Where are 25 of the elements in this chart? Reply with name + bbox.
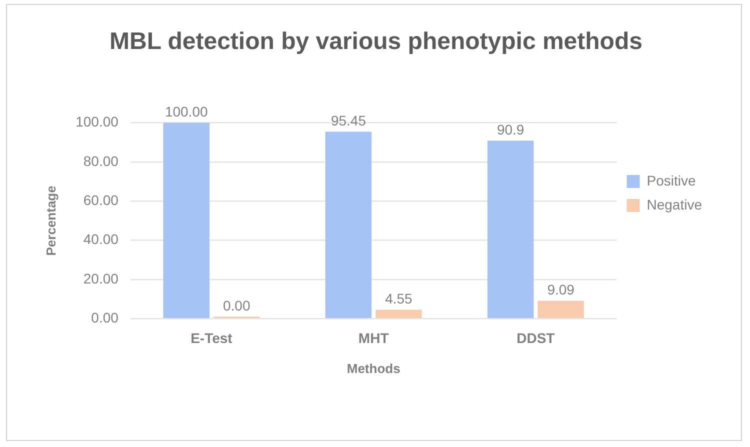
data-label: 4.55 [385, 290, 413, 307]
y-axis-title: Percentage [43, 186, 58, 256]
chart-title: MBL detection by various phenotypic methods [110, 28, 642, 56]
y-tick-label: 60.00 [83, 192, 119, 208]
legend-label: Positive [646, 172, 696, 188]
bar [163, 122, 210, 318]
data-label: 0.00 [222, 297, 250, 314]
bar [376, 310, 422, 318]
y-tick-label: 80.00 [83, 152, 119, 169]
bar [538, 300, 584, 318]
y-tick-label: 20.00 [83, 270, 119, 286]
x-axis-title: Methods [346, 360, 400, 376]
y-tick-label: 100.00 [76, 114, 119, 130]
data-label: 9.09 [547, 282, 575, 298]
data-label: 100.00 [164, 104, 208, 120]
legend-label: Negative [646, 196, 702, 212]
x-tick-label: E-Test [190, 330, 233, 346]
x-tick-label: DDST [516, 330, 556, 346]
data-label: 95.45 [330, 112, 366, 129]
y-tick-label: 0.00 [91, 309, 119, 326]
data-label: 90.9 [496, 121, 524, 138]
bar [487, 140, 534, 318]
bar [325, 132, 372, 318]
y-tick-label: 40.00 [83, 231, 119, 248]
x-tick-label: MHT [358, 330, 390, 346]
